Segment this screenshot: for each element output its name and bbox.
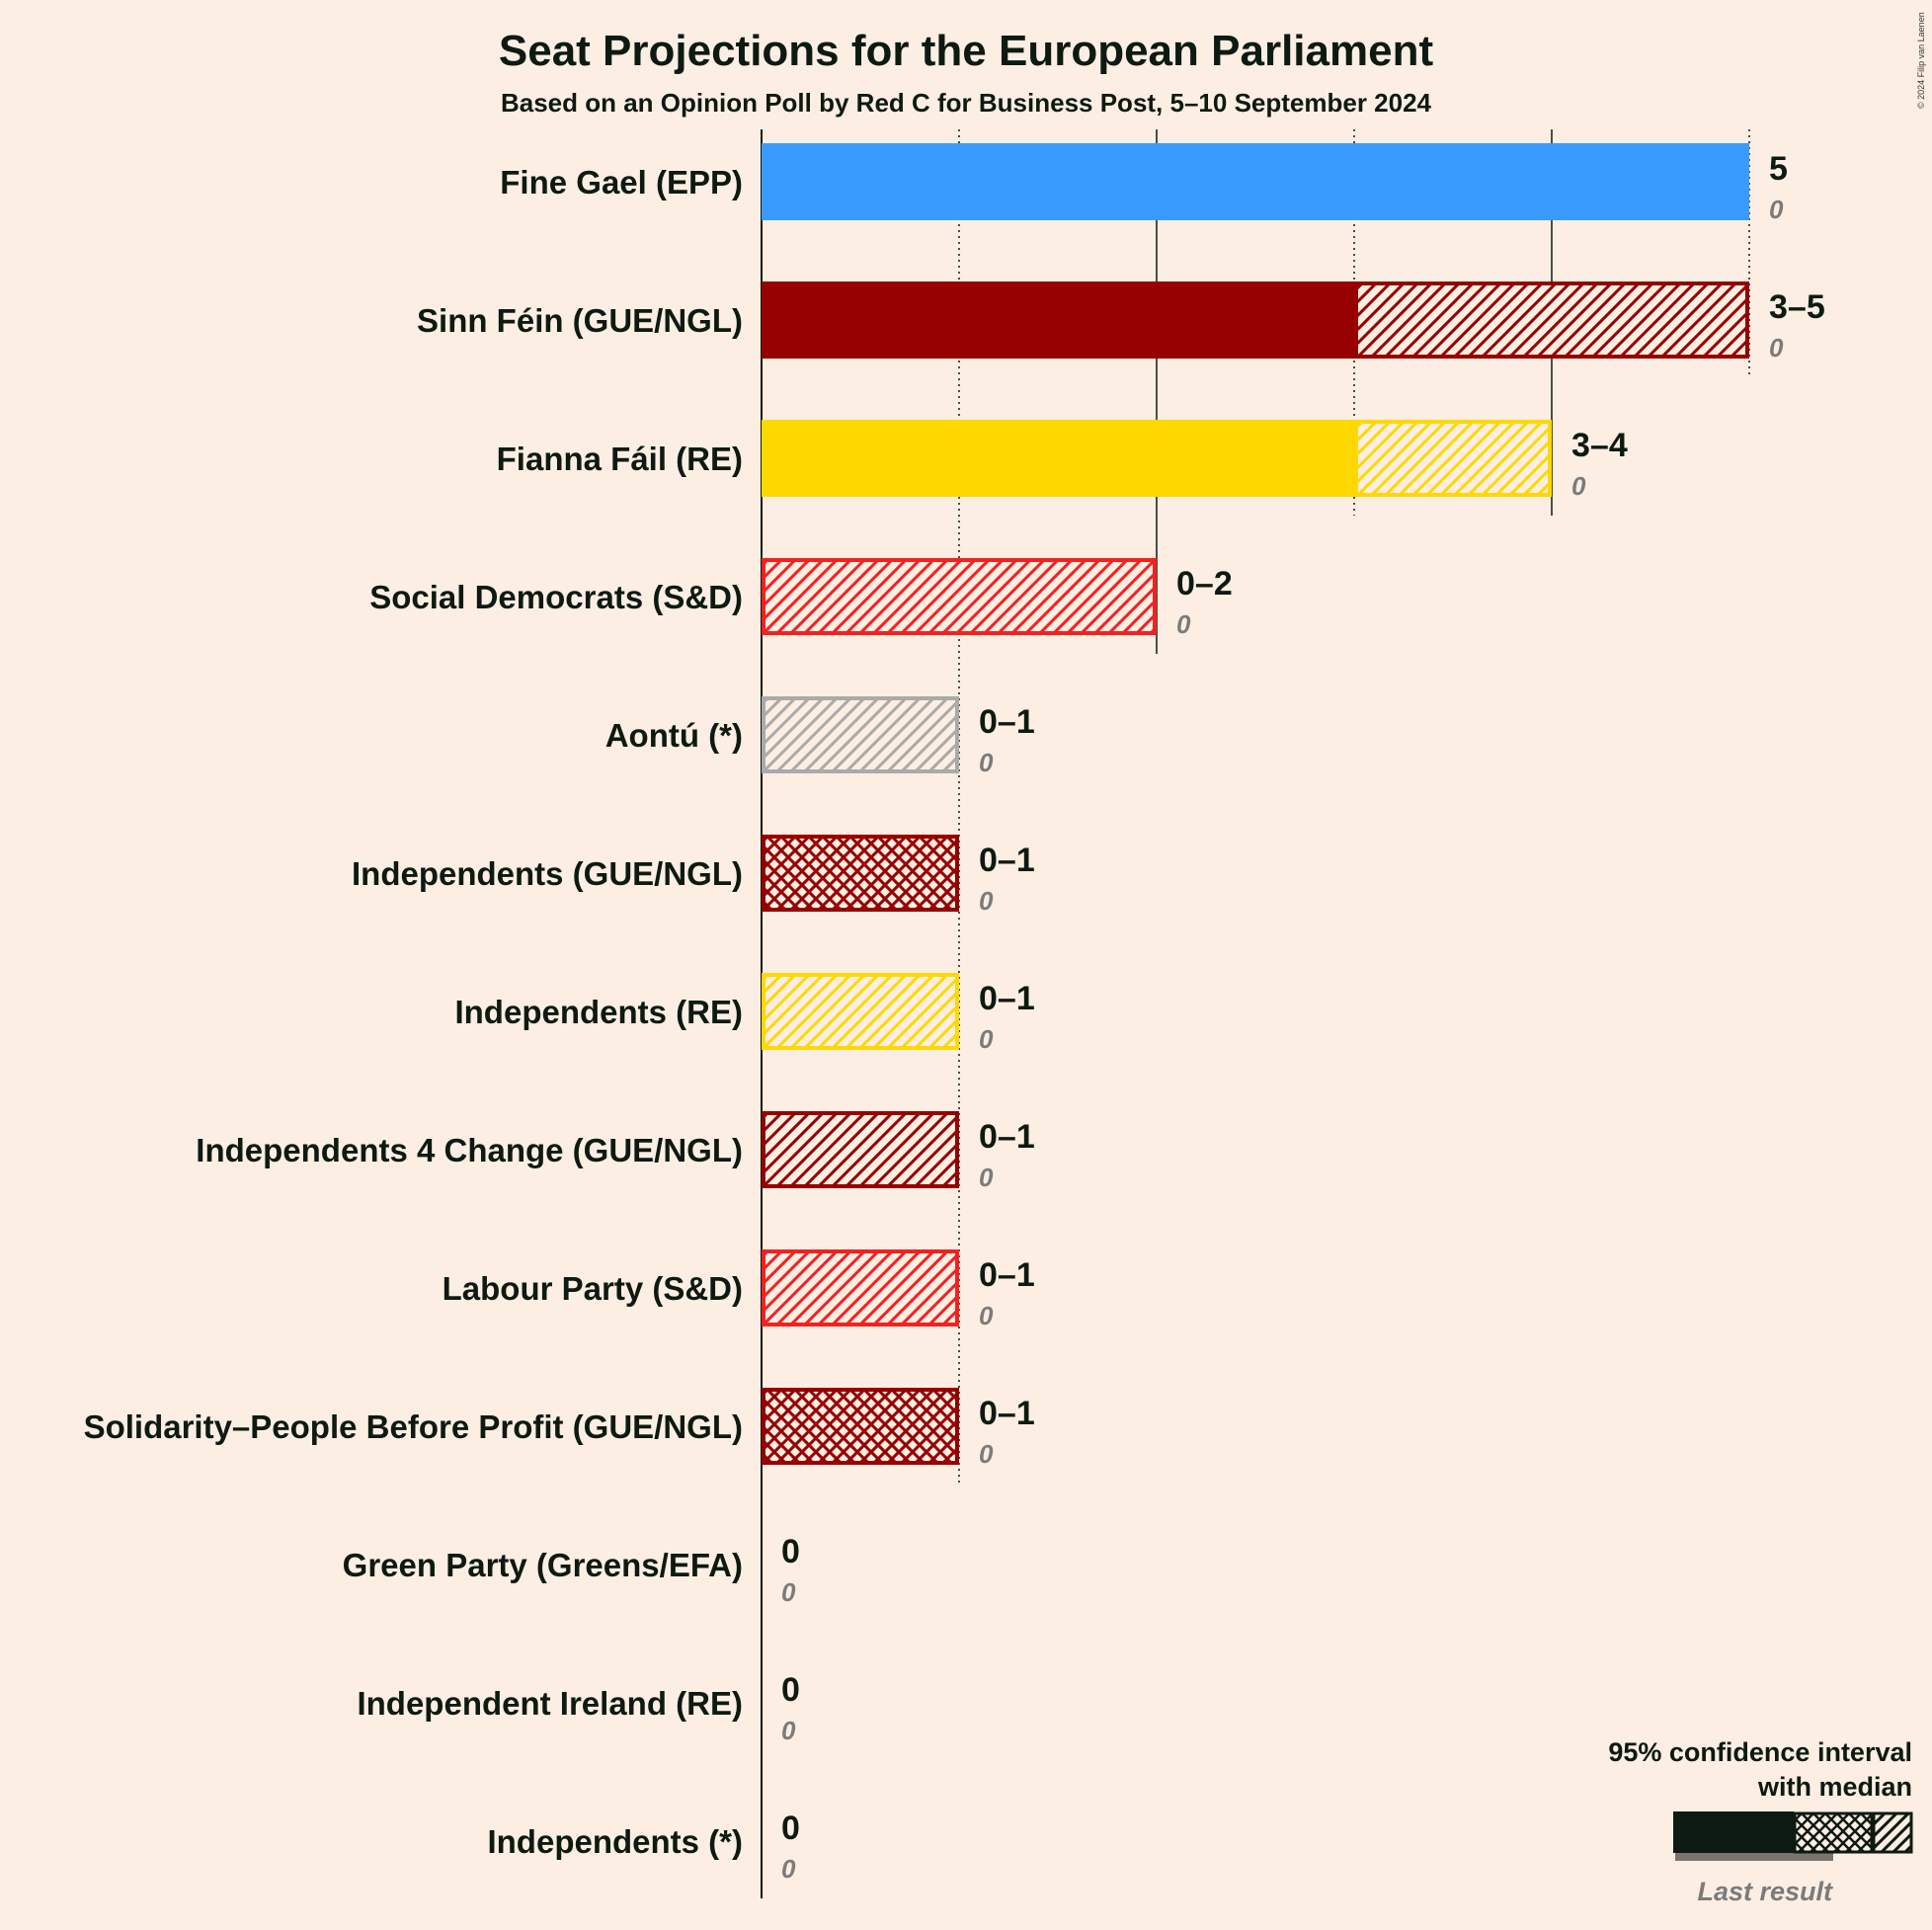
chart-title: Seat Projections for the European Parlia… — [499, 27, 1434, 75]
legend-title-line1: 95% confidence interval — [1608, 1737, 1912, 1767]
range-label: 3–4 — [1571, 427, 1628, 464]
party-label: Solidarity–People Before Profit (GUE/NGL… — [84, 1408, 743, 1445]
party-label: Independents (RE) — [454, 994, 743, 1030]
range-label: 0–2 — [1176, 565, 1233, 603]
party-label: Social Democrats (S&D) — [369, 579, 743, 615]
range-label: 0–1 — [979, 1118, 1035, 1156]
range-label: 5 — [1769, 150, 1788, 188]
range-label: 0 — [781, 1671, 800, 1709]
range-label: 3–5 — [1769, 288, 1825, 326]
last-result-label: 0 — [979, 1024, 994, 1054]
last-result-label: 0 — [1571, 471, 1586, 501]
range-label: 0–1 — [979, 1256, 1035, 1294]
last-result-label: 0 — [979, 1301, 994, 1330]
bar-interval-2 — [1354, 420, 1552, 497]
bar-interval-4 — [762, 696, 959, 773]
last-result-label: 0 — [979, 748, 994, 777]
bar-solid-1 — [762, 281, 1354, 359]
last-result-label: 0 — [979, 1163, 994, 1192]
last-result-label: 0 — [979, 1439, 994, 1469]
legend-crosshatch-segment — [1793, 1811, 1874, 1854]
party-label: Aontú (*) — [605, 717, 743, 754]
bars — [762, 143, 1749, 1465]
range-label: 0 — [781, 1809, 800, 1847]
range-label: 0–1 — [979, 703, 1035, 741]
bar-interval-8 — [762, 1249, 959, 1327]
last-result-label: 0 — [781, 1854, 796, 1884]
legend-hatch-segment — [1872, 1811, 1913, 1854]
bar-solid-0 — [762, 143, 1749, 220]
legend: 95% confidence interval with median Last… — [1608, 1737, 1913, 1906]
party-label: Sinn Féin (GUE/NGL) — [417, 302, 743, 339]
party-label: Fine Gael (EPP) — [500, 164, 743, 201]
range-label: 0–1 — [979, 1395, 1035, 1432]
last-result-label: 0 — [1769, 195, 1784, 224]
bar-interval-1 — [1354, 281, 1749, 359]
last-result-label: 0 — [979, 886, 994, 916]
range-label: 0–1 — [979, 980, 1035, 1017]
party-label: Independents 4 Change (GUE/NGL) — [196, 1132, 743, 1168]
chart-subtitle: Based on an Opinion Poll by Red C for Bu… — [501, 88, 1432, 118]
last-result-label: 0 — [1176, 609, 1191, 639]
last-result-label: 0 — [781, 1716, 796, 1745]
party-label: Independents (*) — [487, 1823, 743, 1860]
bar-interval-7 — [762, 1111, 959, 1188]
range-label: 0 — [781, 1533, 800, 1570]
legend-title-line2: with median — [1757, 1772, 1912, 1802]
party-label: Independent Ireland (RE) — [357, 1685, 743, 1722]
party-label: Labour Party (S&D) — [443, 1270, 743, 1307]
labels: Fine Gael (EPP) 5 0 Sinn Féin (GUE/NGL) 3–5 0… — [84, 150, 1825, 1884]
legend-solid-segment — [1673, 1811, 1794, 1853]
bar-solid-2 — [762, 420, 1354, 497]
last-result-label: 0 — [781, 1577, 796, 1607]
legend-last-result-label: Last result — [1697, 1877, 1833, 1906]
party-label: Green Party (Greens/EFA) — [343, 1547, 743, 1583]
range-label: 0–1 — [979, 842, 1035, 879]
copyright-notice: © 2024 Filip van Laenen — [1916, 12, 1926, 109]
last-result-label: 0 — [1769, 333, 1784, 362]
bar-interval-6 — [762, 973, 959, 1050]
party-label: Fianna Fáil (RE) — [497, 441, 743, 477]
bar-interval-3 — [762, 558, 1157, 635]
bar-interval-5 — [762, 835, 959, 912]
bar-interval-9 — [762, 1388, 959, 1465]
party-label: Independents (GUE/NGL) — [352, 855, 743, 892]
